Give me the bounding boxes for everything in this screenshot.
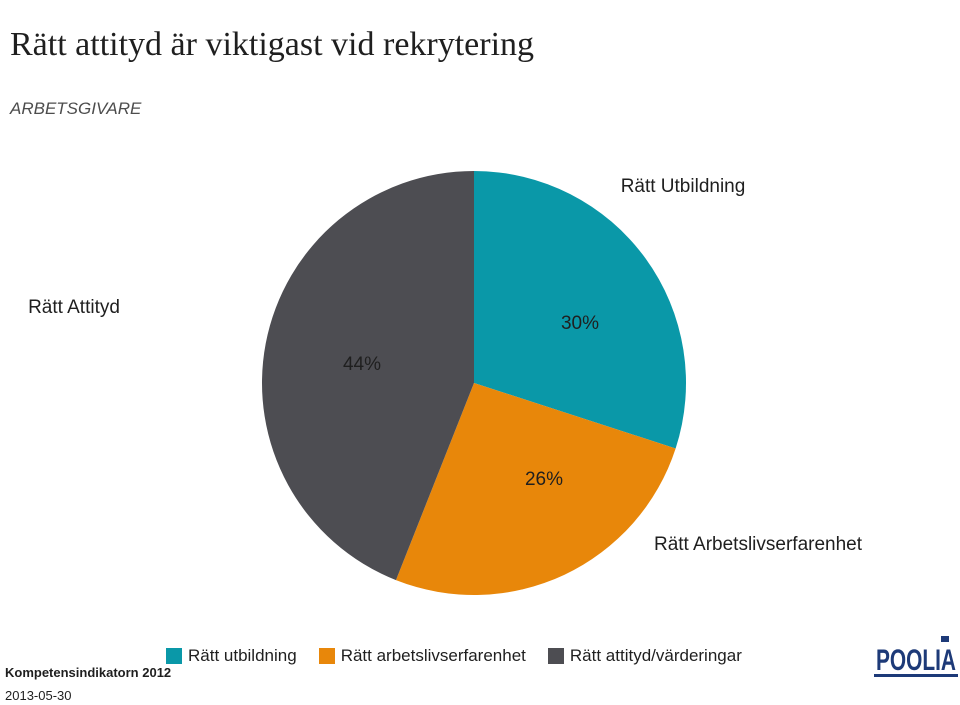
legend-item-arbetslivserfarenhet: Rätt arbetslivserfarenhet — [318, 646, 526, 666]
legend-swatch-utbildning — [166, 648, 182, 664]
chart-subtitle: ARBETSGIVARE — [10, 99, 142, 118]
legend-item-utbildning: Rätt utbildning — [166, 646, 297, 666]
value-label-attityd: 44% — [343, 354, 381, 375]
chart-title: Rätt attityd är viktigast vid rekryterin… — [10, 26, 535, 63]
slice-label-attityd: Rätt Attityd — [28, 297, 120, 318]
pie-slice-utbildning — [474, 171, 686, 449]
legend-swatch-attityd — [547, 648, 564, 664]
pie-slice-arbetslivserfarenhet — [395, 383, 676, 595]
legend-label-attityd: Rätt attityd/värderingar — [569, 646, 742, 665]
poolia-logo: POOLIA — [874, 636, 958, 677]
legend-label-utbildning: Rätt utbildning — [188, 646, 297, 665]
legend-label-arbetslivserfarenhet: Rätt arbetslivserfarenhet — [340, 646, 526, 665]
source-label: Kompetensindikatorn 2012 — [5, 665, 172, 680]
legend-swatch-arbetslivserfarenhet — [318, 648, 335, 664]
value-label-arbetslivserfarenhet: 26% — [525, 469, 563, 490]
svg-text:POOLIA: POOLIA — [876, 644, 956, 677]
pie-slice-attityd — [261, 171, 474, 581]
legend: Rätt utbildning Rätt arbetslivserfarenhe… — [166, 646, 764, 666]
date-label: 2013-05-30 — [5, 688, 72, 703]
legend-item-attityd: Rätt attityd/värderingar — [547, 646, 742, 666]
pie-chart: 30% Rätt Utbildning 26% Rätt Arbetslivserfa… — [28, 171, 863, 595]
value-label-utbildning: 30% — [561, 313, 599, 334]
slice-label-arbetslivserfarenhet: Rätt Arbetslivserfarenhet — [654, 534, 863, 555]
slice-label-utbildning: Rätt Utbildning — [621, 176, 746, 197]
